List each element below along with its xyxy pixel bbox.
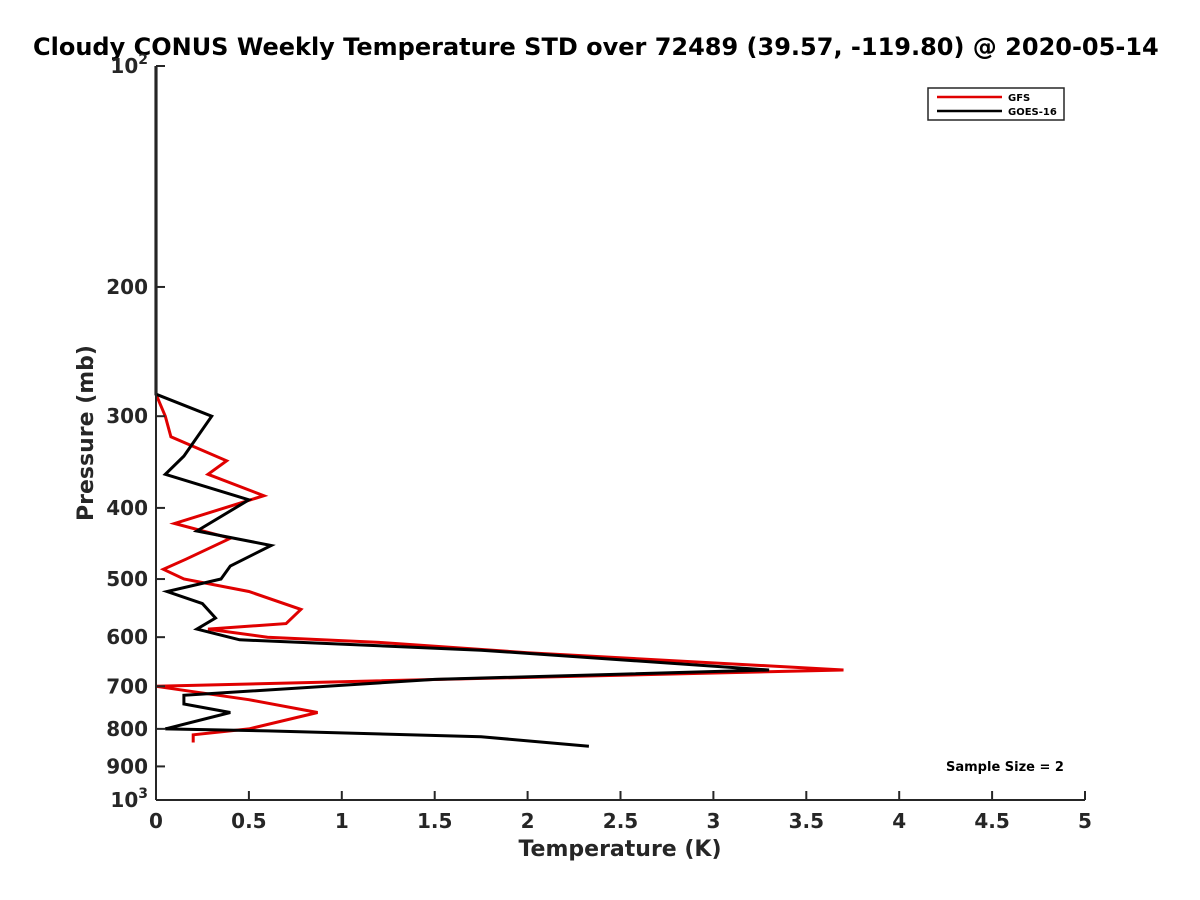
x-axis-label: Temperature (K) — [518, 837, 721, 862]
x-tick-label: 1.5 — [417, 809, 452, 833]
x-ticks: 0 0.5 1 1.5 2 2.5 3 3.5 4 4.5 5 — [149, 791, 1092, 833]
y-tick-label: 500 — [106, 567, 148, 591]
y-tick-label: 103 — [110, 786, 148, 812]
x-tick-label: 5 — [1078, 809, 1092, 833]
chart-title: Cloudy CONUS Weekly Temperature STD over… — [33, 33, 1159, 61]
sample-size-annotation: Sample Size = 2 — [946, 760, 1064, 775]
y-tick-label: 900 — [106, 754, 148, 778]
series-layer — [154, 66, 844, 748]
x-tick-label: 0 — [149, 809, 163, 833]
x-tick-label: 4.5 — [974, 809, 1009, 833]
x-tick-label: 3.5 — [789, 809, 824, 833]
x-tick-label: 0.5 — [231, 809, 266, 833]
x-tick-label: 2.5 — [603, 809, 638, 833]
x-tick-label: 3 — [706, 809, 720, 833]
legend-label-gfs: GFS — [1008, 93, 1030, 104]
y-axis-label: Pressure (mb) — [74, 345, 99, 521]
y-tick-label: 600 — [106, 625, 148, 649]
y-ticks: 102 200 300 400 500 600 700 800 900 103 — [106, 52, 165, 812]
x-tick-label: 2 — [521, 809, 535, 833]
legend: GFS GOES-16 — [927, 87, 1065, 121]
y-tick-label: 700 — [106, 674, 148, 698]
y-tick-label: 200 — [106, 275, 148, 299]
y-tick-label: 300 — [106, 404, 148, 428]
legend-box — [927, 87, 1065, 121]
y-tick-label: 102 — [110, 52, 148, 78]
x-tick-label: 4 — [892, 809, 906, 833]
series-line-gfs — [154, 66, 844, 743]
x-tick-label: 1 — [335, 809, 349, 833]
y-tick-label: 800 — [106, 717, 148, 741]
series-line-goes16 — [154, 66, 770, 748]
y-tick-label: 400 — [106, 496, 148, 520]
legend-label-goes16: GOES-16 — [1008, 107, 1057, 118]
